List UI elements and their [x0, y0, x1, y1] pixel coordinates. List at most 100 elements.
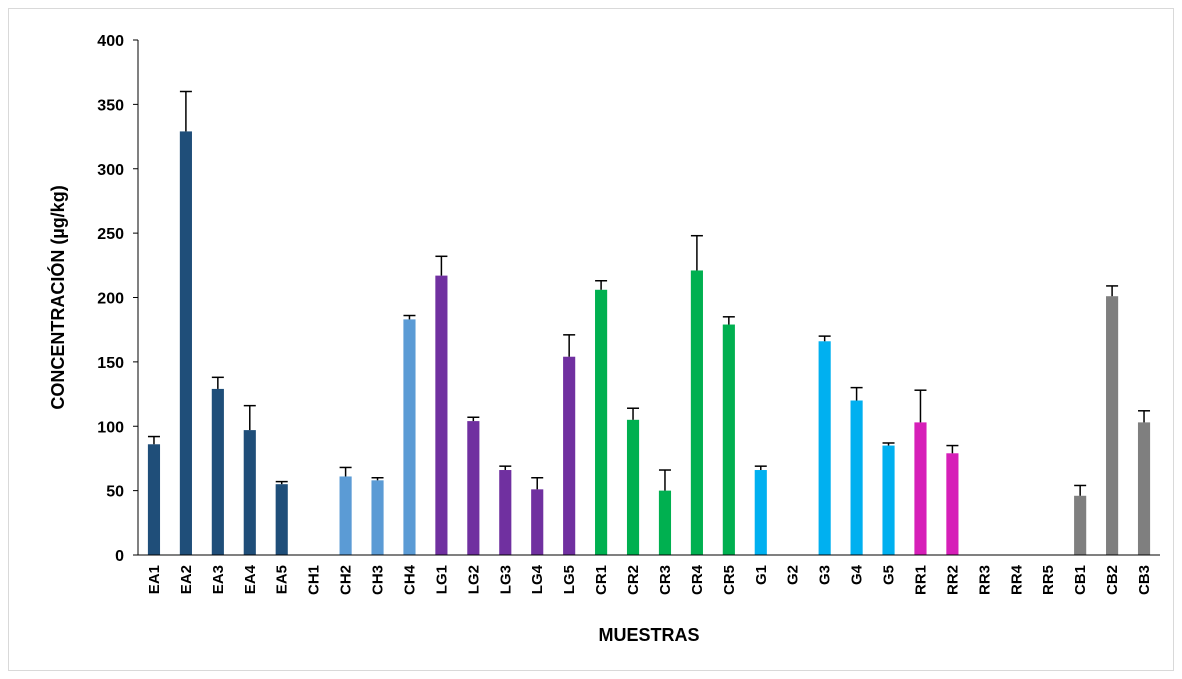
error-bar-cb3 [1138, 410, 1151, 423]
x-tick-label: EA2 [178, 565, 195, 594]
bar-cr2 [626, 419, 640, 555]
x-tick-label: G3 [817, 565, 834, 585]
x-tick-label: CH2 [338, 565, 355, 595]
y-tick-label: 150 [97, 355, 124, 372]
error-bar-cr5 [722, 316, 735, 325]
x-tick-label: RR3 [976, 565, 993, 595]
bar-g3 [818, 341, 831, 555]
bar-ch2 [339, 476, 352, 555]
bar-ch4 [403, 319, 416, 555]
bar-ea2 [179, 131, 192, 555]
bar-ea3 [211, 388, 224, 555]
x-tick-label: CH3 [370, 565, 387, 595]
error-bar-rr1 [914, 389, 927, 423]
error-bar-cb1 [1074, 484, 1087, 496]
bar-g5 [882, 445, 895, 555]
x-tick-label: G2 [785, 565, 802, 585]
bar-g4 [850, 400, 863, 555]
bar-rr2 [946, 453, 959, 555]
bar-cr5 [722, 324, 735, 555]
y-tick-label: 100 [97, 419, 124, 436]
y-tick-label: 250 [97, 226, 124, 243]
bar-lg1 [435, 275, 448, 555]
error-bar-lg4 [531, 477, 544, 490]
error-bar-g1 [754, 465, 767, 471]
x-tick-label: G4 [849, 564, 866, 585]
x-tick-label: EA5 [274, 565, 291, 594]
error-bar-lg3 [499, 465, 512, 471]
error-bars-layer [147, 90, 1151, 496]
x-tick-label: CR5 [721, 565, 738, 595]
y-tick-label: 0 [115, 548, 124, 565]
chart-area [8, 8, 1174, 671]
error-bar-ea1 [147, 435, 160, 445]
error-bar-lg1 [435, 255, 448, 276]
x-tick-label: LG1 [433, 565, 450, 594]
bar-lg2 [467, 421, 480, 555]
error-bar-ea4 [243, 404, 256, 431]
error-bar-ch4 [403, 314, 416, 320]
x-tick-label: LG2 [465, 565, 482, 594]
bar-cb1 [1074, 495, 1087, 555]
bar-rr1 [914, 422, 927, 555]
bar-cr3 [658, 490, 672, 555]
error-bar-cr1 [595, 280, 608, 290]
error-bar-ch3 [371, 477, 384, 481]
x-tick-label: G1 [753, 565, 770, 585]
bar-ea5 [275, 484, 288, 555]
x-tick-label: EA4 [242, 564, 259, 594]
error-bar-ea3 [211, 376, 224, 389]
x-tick-label: CR3 [657, 565, 674, 595]
bar-g1 [754, 470, 767, 555]
bar-ch3 [371, 480, 384, 555]
y-tick-label: 350 [97, 97, 124, 114]
error-bar-ea2 [179, 90, 192, 132]
x-axis-labels: EA1 EA2 EA3 EA4 EA5 CH1 CH2 CH3 CH4 LG1 LG2 LG3 LG4 L… [146, 564, 1153, 595]
bar-lg3 [499, 470, 512, 555]
bars-layer [147, 131, 1151, 555]
bar-cb3 [1137, 422, 1151, 555]
x-tick-label: LG3 [497, 565, 514, 594]
x-tick-label: CR4 [689, 564, 706, 595]
x-tick-label: CR1 [593, 565, 610, 595]
y-tick-label: 300 [97, 162, 124, 179]
error-bar-ch2 [339, 466, 352, 477]
x-tick-label: CH4 [401, 564, 418, 595]
error-bar-g3 [818, 335, 831, 342]
error-bar-g4 [850, 386, 863, 401]
error-bar-cb2 [1106, 285, 1119, 297]
y-tick-label: 50 [106, 484, 124, 501]
error-bar-lg2 [467, 416, 480, 422]
x-tick-label: RR1 [912, 565, 929, 595]
x-tick-label: CB2 [1104, 565, 1121, 595]
error-bar-cr4 [690, 234, 703, 271]
error-bar-rr2 [946, 444, 959, 454]
y-axis-title: CONCENTRACIÓN (µg/kg) [47, 185, 68, 409]
error-bar-ea5 [275, 480, 288, 485]
x-tick-label: G5 [881, 565, 898, 585]
y-axis-ticks: 0 50 100 150 200 250 300 350 400 [97, 33, 138, 565]
bar-lg4 [531, 489, 544, 555]
bar-cr1 [595, 289, 608, 555]
x-tick-label: CR2 [625, 565, 642, 595]
x-tick-label: RR5 [1040, 565, 1057, 595]
x-tick-label: RR4 [1008, 564, 1025, 595]
x-tick-label: LG4 [529, 564, 546, 594]
bar-ea1 [147, 444, 161, 555]
bar-ea4 [243, 430, 256, 555]
x-tick-label: LG5 [561, 565, 578, 594]
y-tick-label: 200 [97, 291, 124, 308]
error-bar-g5 [882, 442, 895, 446]
x-tick-label: EA1 [146, 565, 163, 594]
bar-cr4 [690, 270, 703, 555]
error-bar-cr3 [658, 469, 671, 491]
x-tick-label: CH1 [306, 565, 323, 595]
x-tick-label: CB3 [1136, 565, 1153, 595]
x-tick-label: CB1 [1072, 565, 1089, 595]
error-bar-lg5 [563, 334, 576, 357]
x-tick-label: EA3 [210, 565, 227, 594]
x-axis-title: MUESTRAS [598, 625, 699, 645]
error-bar-cr2 [627, 407, 640, 420]
x-tick-label: RR2 [944, 565, 961, 595]
